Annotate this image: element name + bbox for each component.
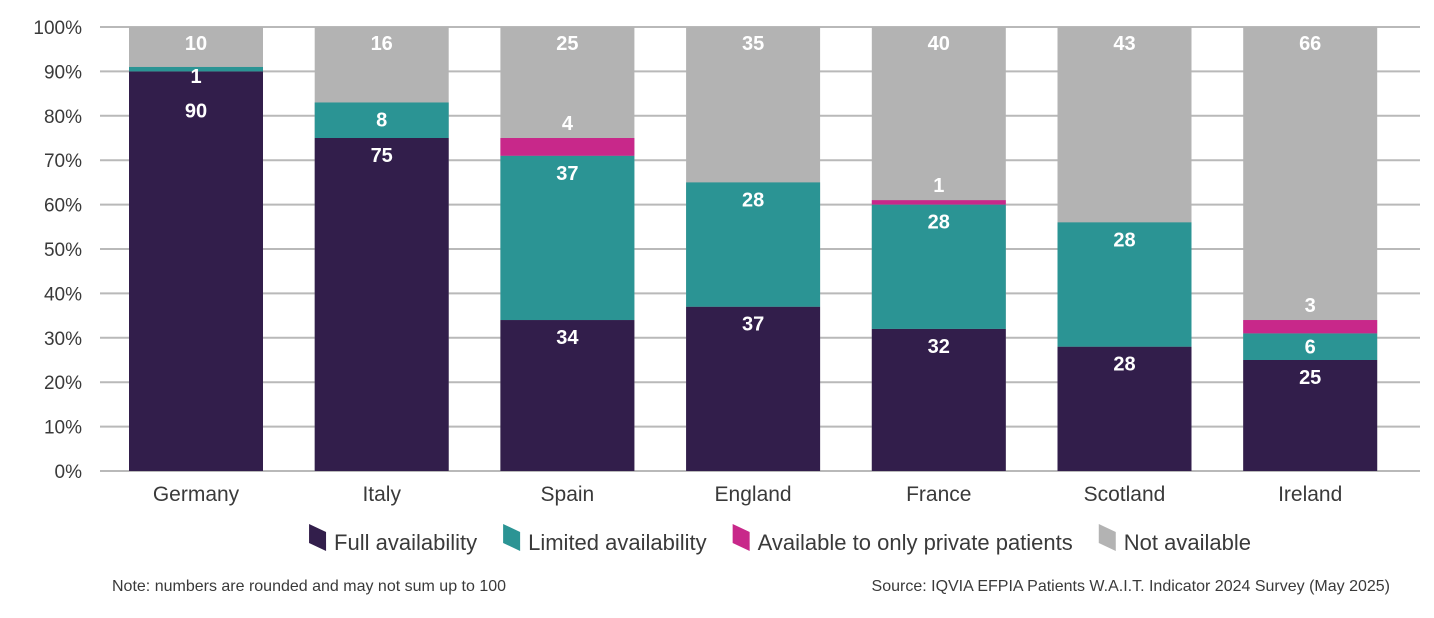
bar-segment-limited bbox=[1243, 333, 1378, 360]
bar-segment-full bbox=[1057, 346, 1192, 471]
bar-segment-full bbox=[129, 71, 263, 472]
x-tick-label: France bbox=[906, 483, 971, 506]
legend-label: Limited availability bbox=[528, 530, 707, 555]
y-tick-label: 70% bbox=[44, 151, 82, 172]
data-label-limited: 8 bbox=[376, 109, 387, 131]
x-tick-label: Scotland bbox=[1084, 483, 1166, 506]
data-label-limited: 6 bbox=[1305, 337, 1316, 359]
data-label-not-available: 40 bbox=[928, 33, 950, 55]
x-tick-label: Italy bbox=[362, 483, 401, 506]
data-label-not-available: 35 bbox=[742, 33, 764, 55]
bar-segment-full bbox=[1243, 360, 1378, 471]
legend-label: Available to only private patients bbox=[758, 530, 1073, 555]
data-label-limited: 1 bbox=[190, 66, 201, 88]
legend-marker bbox=[503, 524, 521, 551]
legend-marker bbox=[309, 524, 327, 551]
data-label-not-available: 16 bbox=[371, 33, 393, 55]
bar-segment-private bbox=[871, 200, 1006, 205]
data-label-full: 25 bbox=[1299, 367, 1321, 389]
y-tick-label: 20% bbox=[44, 373, 82, 394]
bar-segment-private bbox=[1243, 320, 1378, 334]
y-tick-label: 60% bbox=[44, 196, 82, 217]
data-label-private: 3 bbox=[1305, 295, 1316, 317]
data-label-full: 34 bbox=[556, 327, 579, 349]
bar-segment-full bbox=[686, 306, 821, 471]
legend-marker bbox=[1098, 524, 1116, 551]
bar-segment-full bbox=[314, 138, 449, 471]
data-label-private: 1 bbox=[933, 175, 944, 197]
bar-segment-limited bbox=[500, 155, 635, 321]
y-tick-label: 50% bbox=[44, 240, 82, 261]
bar-segment-limited bbox=[686, 182, 821, 307]
bar-segment-full bbox=[871, 328, 1006, 471]
x-tick-label: England bbox=[715, 483, 792, 506]
bar-segment-full bbox=[500, 320, 635, 471]
data-label-limited: 37 bbox=[556, 163, 578, 185]
footnote: Note: numbers are rounded and may not su… bbox=[112, 578, 507, 595]
source-note: Source: IQVIA EFPIA Patients W.A.I.T. In… bbox=[871, 578, 1390, 595]
y-tick-label: 30% bbox=[44, 329, 82, 350]
data-label-limited: 28 bbox=[1113, 229, 1135, 251]
y-tick-label: 10% bbox=[44, 418, 82, 439]
data-label-not-available: 43 bbox=[1113, 33, 1135, 55]
bar-segment-limited bbox=[1057, 222, 1192, 347]
legend-label: Full availability bbox=[334, 530, 477, 555]
data-label-limited: 28 bbox=[742, 189, 764, 211]
legend-marker bbox=[732, 524, 750, 551]
data-label-not-available: 10 bbox=[185, 33, 207, 55]
x-tick-label: Germany bbox=[153, 483, 240, 506]
y-tick-label: 80% bbox=[44, 107, 82, 128]
data-label-full: 28 bbox=[1113, 354, 1135, 376]
data-label-limited: 28 bbox=[928, 212, 950, 234]
data-label-not-available: 25 bbox=[556, 33, 578, 55]
bar-segment-private bbox=[500, 138, 635, 156]
data-label-full: 75 bbox=[371, 145, 393, 167]
bar-segment-limited bbox=[129, 66, 263, 72]
data-label-full: 32 bbox=[928, 336, 950, 358]
y-tick-label: 40% bbox=[44, 284, 82, 305]
data-label-not-available: 66 bbox=[1299, 33, 1321, 55]
data-label-full: 90 bbox=[185, 100, 207, 122]
data-label-full: 37 bbox=[742, 314, 764, 336]
y-tick-label: 0% bbox=[55, 462, 83, 483]
y-tick-label: 90% bbox=[44, 62, 82, 83]
x-tick-label: Spain bbox=[541, 483, 595, 506]
data-label-private: 4 bbox=[562, 113, 574, 135]
bar-segment-limited bbox=[871, 204, 1006, 329]
legend-label: Not available bbox=[1124, 530, 1251, 555]
y-tick-label: 100% bbox=[33, 18, 82, 39]
bar-segment-limited bbox=[314, 102, 449, 138]
x-tick-label: Ireland bbox=[1278, 483, 1342, 506]
